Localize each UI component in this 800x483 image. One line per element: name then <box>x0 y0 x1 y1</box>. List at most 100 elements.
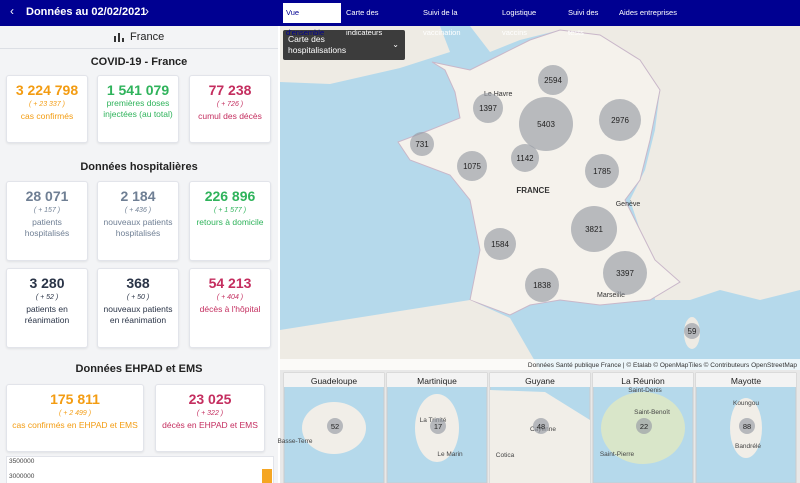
cluster[interactable] <box>599 99 641 141</box>
stat-value: 28 071 <box>25 188 69 204</box>
inset-place: Le Marin <box>437 451 463 458</box>
cluster[interactable] <box>473 93 503 123</box>
stat-value: 2 184 <box>120 188 156 204</box>
place-label: FRANCE <box>516 186 550 195</box>
stat-card: 3 280 ( + 52 ) patients en réanimation <box>6 268 88 348</box>
cluster[interactable] <box>457 151 487 181</box>
inset-title: Mayotte <box>731 376 762 386</box>
inset-header <box>696 373 796 387</box>
cluster-label: 1142 <box>516 154 534 163</box>
axis-label: 3500000 <box>9 458 35 465</box>
nav-tab[interactable]: Vue d'ensemble <box>283 3 341 37</box>
inset-header <box>593 373 693 387</box>
inset-cluster[interactable] <box>327 418 343 434</box>
stat-value: 175 811 <box>50 391 100 407</box>
divider <box>0 48 278 49</box>
inset-place: Bandrélé <box>735 443 761 450</box>
inset-value: 52 <box>331 422 339 431</box>
stat-value: 226 896 <box>204 188 256 204</box>
cluster-label: 59 <box>688 327 697 336</box>
place-label: Marseille <box>597 292 625 299</box>
nav-tab[interactable]: Logistique vaccins <box>502 8 537 37</box>
stat-delta: ( + 726 ) <box>216 101 244 108</box>
stat-card: 54 213 ( + 404 ) décès à l'hôpital <box>189 268 271 348</box>
inset-place: Basse-Terre <box>277 438 312 445</box>
inset-value: 88 <box>743 422 751 431</box>
cluster-label: 3821 <box>585 225 603 234</box>
inset-header <box>387 373 487 387</box>
inset-title: La Réunion <box>621 376 665 386</box>
nav-tab[interactable]: Aides entreprises <box>619 8 677 17</box>
nav-tab[interactable]: Suivi de la vaccination <box>423 8 461 37</box>
cluster[interactable] <box>603 251 647 295</box>
cluster[interactable] <box>511 144 539 172</box>
inset-value: 48 <box>537 422 545 431</box>
inset-cluster[interactable] <box>533 418 549 434</box>
cluster[interactable] <box>484 228 516 260</box>
cluster[interactable] <box>571 206 617 252</box>
map-selector-text: Carte des hospitalisations <box>288 34 347 55</box>
map-selector[interactable]: Carte des hospitalisations ⌄ <box>283 30 405 60</box>
cluster-label: 1397 <box>479 104 497 113</box>
inset-title: Guadeloupe <box>311 376 358 386</box>
stat-label: décès à l'hôpital <box>199 304 261 314</box>
inset-header <box>490 373 590 387</box>
axis-label: 3000000 <box>9 473 35 480</box>
land <box>470 26 800 300</box>
inset-land <box>490 390 590 483</box>
location-selector[interactable]: France <box>130 31 165 43</box>
stat-delta: ( + 50 ) <box>126 294 150 301</box>
cluster[interactable] <box>585 154 619 188</box>
stat-delta: ( + 322 ) <box>196 410 224 417</box>
top-bar: ‹ Données au 02/02/2021 › <box>0 0 800 26</box>
cluster[interactable] <box>538 65 568 95</box>
stat-label: cas confirmés <box>20 111 74 121</box>
inset-place: Saint-Pierre <box>600 451 635 458</box>
stat-value: 23 025 <box>188 391 232 407</box>
stat-delta: ( + 157 ) <box>33 207 61 214</box>
cluster[interactable] <box>684 323 700 339</box>
stat-label: cas confirmés en EHPAD et EMS <box>12 420 138 430</box>
nav-tab[interactable]: Suivi des tests <box>568 8 599 37</box>
cluster-label: 1584 <box>491 240 509 249</box>
nav-tab[interactable]: Carte des indicateurs <box>346 8 383 37</box>
stat-delta: ( + 1 577 ) <box>213 207 247 214</box>
cluster[interactable] <box>519 97 573 151</box>
stat-label: nouveaux patients en réanimation <box>103 304 173 325</box>
inset-place: Saint-Benoît <box>634 409 670 416</box>
next-date[interactable]: › <box>145 4 149 18</box>
stat-delta: ( + 404 ) <box>216 294 244 301</box>
cluster[interactable] <box>410 132 434 156</box>
stat-card: 175 811 ( + 2 499 ) cas confirmés en EHPAD… <box>6 384 144 452</box>
inset-cluster[interactable] <box>430 418 446 434</box>
caret: ⌄ <box>392 40 399 49</box>
stat-value: 77 238 <box>208 82 252 98</box>
inset-cluster[interactable] <box>636 418 652 434</box>
cluster-label: 1838 <box>533 281 551 290</box>
inset-place: Saint-Denis <box>628 387 662 394</box>
stat-value: 3 280 <box>29 275 65 291</box>
stat-card: 77 238 ( + 726 ) cumul des décès <box>189 75 271 143</box>
date-title: Données au 02/02/2021 <box>26 6 147 18</box>
inset-title: Martinique <box>417 376 457 386</box>
stat-card: 2 184 ( + 436 ) nouveaux patients hospital… <box>97 181 179 261</box>
cluster-label: 1785 <box>593 167 611 176</box>
prev-date[interactable]: ‹ <box>10 4 14 18</box>
cluster[interactable] <box>525 268 559 302</box>
inset-value: 17 <box>434 422 442 431</box>
stat-card: 23 025 ( + 322 ) décès en EHPAD et EMS <box>155 384 265 452</box>
inset-cluster[interactable] <box>739 418 755 434</box>
section-title: Données EHPAD et EMS <box>75 363 203 375</box>
stat-label: patients hospitalisés <box>24 217 70 238</box>
cluster-label: 5403 <box>537 120 555 129</box>
land <box>280 300 540 370</box>
stat-card: 3 224 798 ( + 23 337 ) cas confirmés <box>6 75 88 143</box>
inset-place: Cotica <box>496 452 515 459</box>
attribution: Données Santé publique France | © Etalab… <box>528 361 797 369</box>
section-title: COVID-19 - France <box>90 56 188 68</box>
attribution-bg <box>280 359 800 370</box>
stat-delta: ( + 2 499 ) <box>58 410 92 417</box>
stat-label: décès en EHPAD et EMS <box>162 420 258 430</box>
